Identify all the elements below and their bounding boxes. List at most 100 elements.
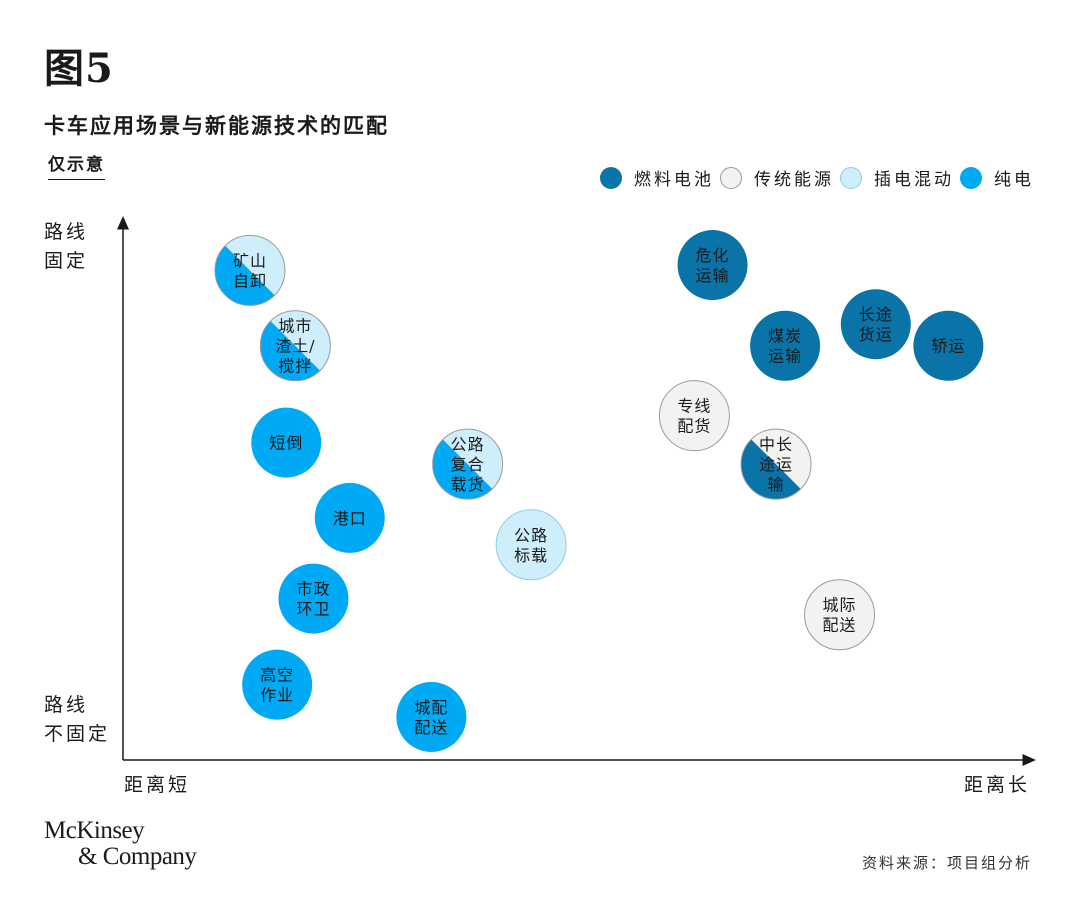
bubble-half-fuel_cell [741, 439, 801, 500]
legend-label-plugin-hybrid: 插电混动 [874, 170, 954, 190]
bubble-label-line: 渣土/ [275, 337, 315, 356]
y-axis-top-label-line2: 固定 [44, 250, 88, 272]
bubble-label-line: 配货 [677, 417, 711, 436]
bubble-label-line: 搅拌 [278, 357, 312, 376]
x-axis-right-label: 距离长 [964, 774, 1030, 796]
bubble-label-line: 城市 [278, 317, 312, 336]
bubble-label-line: 城际 [823, 596, 857, 615]
bubble-label-line: 城配 [414, 698, 448, 717]
bubble-label-line: 载货 [451, 475, 485, 494]
bubble-label-line: 矿山 [233, 251, 267, 270]
y-axis-bottom-label-line1: 路线 [44, 694, 88, 716]
bubble-12: 轿运 [913, 310, 984, 381]
bubble-half-plugin_hybrid [442, 429, 503, 489]
bubble-label-line: 途运 [759, 455, 793, 474]
source-note: 资料来源：项目组分析 [861, 854, 1032, 872]
bubble-label-line: 中长 [759, 435, 793, 454]
bubble-label-line: 配送 [414, 718, 448, 737]
bubble-label-line: 短倒 [269, 434, 303, 453]
bubble-label-line: 环卫 [296, 600, 330, 619]
brand-logo: McKinsey & Company [44, 817, 197, 870]
bubble-half-bev [214, 245, 275, 306]
bubble-label-line: 轿运 [931, 337, 965, 356]
legend-item-fuel-cell: 燃料电池 [600, 165, 714, 190]
bubble-outline [214, 234, 286, 306]
bubble-label-line: 运输 [696, 266, 730, 285]
bubble-2: 短倒 [251, 407, 322, 478]
bubble-outline [259, 310, 331, 382]
legend-item-bev: 纯电 [960, 165, 1034, 190]
chart-title: 卡车应用场景与新能源技术的匹配 [44, 113, 389, 138]
bubble-label-line: 高空 [260, 666, 294, 685]
bubble-label-line: 公路 [451, 435, 485, 454]
bubble-label-line: 煤炭 [768, 327, 802, 346]
figure-label: 图5 [44, 45, 114, 92]
y-axis-top-label-line1: 路线 [44, 221, 88, 243]
bubble-label-line: 港口 [333, 509, 367, 528]
bubble-3: 港口 [314, 482, 385, 553]
legend-label-bev: 纯电 [994, 170, 1034, 190]
legend-swatch-bev [960, 166, 982, 189]
bubble-circle [314, 482, 385, 553]
bubble-circle [840, 289, 911, 360]
bubble-half-plugin_hybrid [270, 310, 331, 371]
bubble-label-line: 危化 [696, 246, 730, 265]
bubble-outline [740, 428, 812, 500]
legend-item-plugin-hybrid: 插电混动 [840, 165, 954, 190]
legend-swatch-fuel-cell [600, 166, 622, 189]
bubble-circle [677, 230, 748, 301]
bubble-half-bev [260, 320, 321, 381]
bubble-label-line: 标载 [514, 546, 548, 565]
bubble-label-line: 复合 [451, 455, 485, 474]
bubble-outline [432, 428, 504, 500]
bubble-label-line: 输 [768, 475, 785, 494]
bubble-label-line: 货运 [859, 325, 893, 344]
legend-label-traditional: 传统能源 [754, 170, 834, 190]
chart-subtitle: 仅示意 [48, 150, 105, 180]
legend-label-fuel-cell: 燃料电池 [634, 170, 714, 190]
legend-swatch-traditional [720, 166, 742, 189]
bubble-half-bev [432, 439, 493, 500]
brand-line2: & Company [78, 843, 197, 870]
y-axis-bottom-label-line2: 不固定 [44, 723, 110, 745]
bubble-label-line: 作业 [260, 686, 294, 705]
bubble-circle [750, 310, 821, 381]
chart-legend: 燃料电池 传统能源 插电混动 纯电 [594, 165, 1034, 190]
bubble-circle [396, 681, 467, 752]
bubble-circle [913, 310, 984, 381]
bubble-label-line: 专线 [677, 397, 711, 416]
legend-swatch-plugin-hybrid [840, 166, 862, 189]
bubble-label-line: 市政 [296, 580, 330, 599]
bubble-label-line: 长途 [859, 305, 893, 324]
brand-line1: McKinsey [44, 817, 145, 844]
bubble-label-line: 运输 [768, 347, 802, 366]
bubble-layer: 矿山自卸城市渣土/搅拌短倒港口市政环卫高空作业城配配送公路复合载货公路标载危化运… [214, 230, 984, 752]
bubble-label-line: 配送 [823, 616, 857, 635]
bubble-label-line: 公路 [514, 526, 548, 545]
x-axis-left-label: 距离短 [124, 774, 190, 796]
bubble-circle [658, 380, 730, 452]
bubble-half-plugin_hybrid [225, 235, 285, 296]
bubble-label-line: 自卸 [233, 271, 267, 290]
bubble-half-traditional [751, 429, 812, 489]
bubble-circle [251, 407, 322, 478]
bubble-circle [242, 649, 313, 720]
legend-item-traditional: 传统能源 [720, 165, 834, 190]
bubble-circle [278, 563, 349, 634]
bubble-circle [495, 509, 567, 581]
bubble-circle [804, 579, 876, 651]
